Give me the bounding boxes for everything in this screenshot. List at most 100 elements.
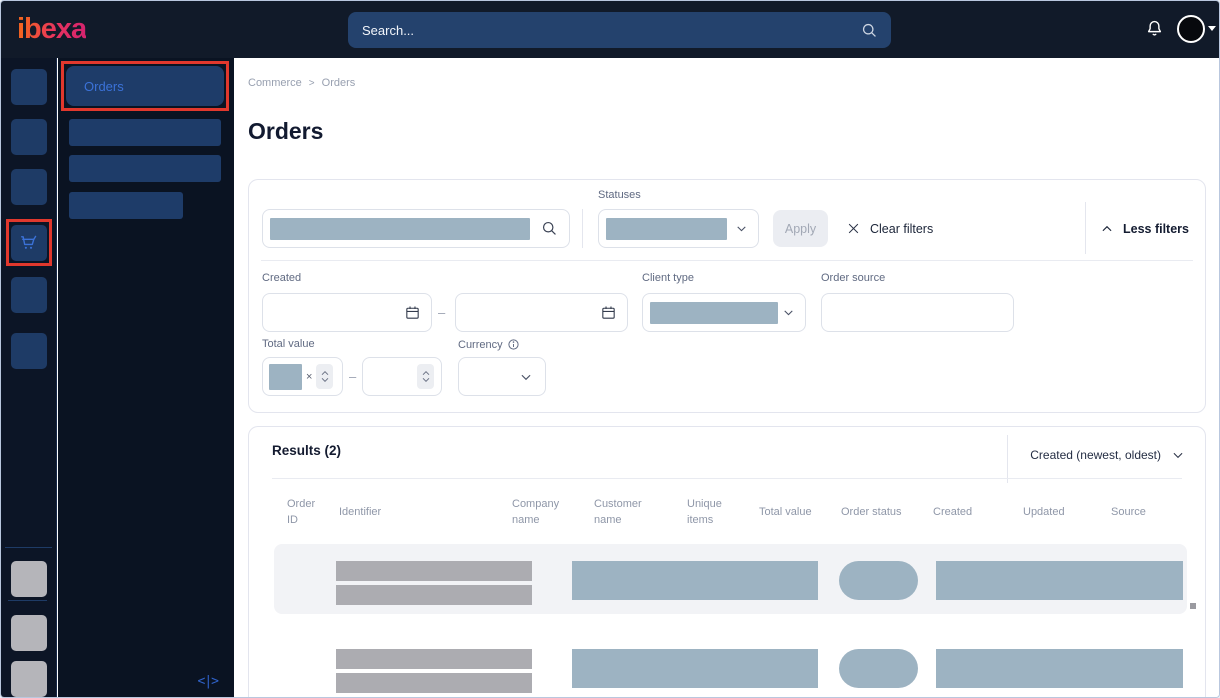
created-to-input[interactable] [455,293,628,332]
total-value-max-input[interactable] [362,357,442,396]
identifier-placeholder [336,561,532,581]
col-source: Source [1111,506,1146,519]
identifier-placeholder [336,649,532,669]
filter-search-field[interactable] [262,209,570,248]
bottom-icon-placeholder-2[interactable] [11,615,47,651]
commerce-cart-icon[interactable] [11,225,47,261]
total-value-min-input[interactable]: × [262,357,343,396]
nav-icon-placeholder-4[interactable] [11,277,47,313]
notifications-bell-icon[interactable] [1144,18,1165,40]
col-total-value: Total value [759,506,812,519]
clear-value-icon[interactable]: × [306,370,313,383]
sort-dropdown[interactable]: Created (newest, oldest) [1030,440,1185,470]
breadcrumb-separator: > [308,77,315,89]
statuses-dropdown[interactable] [598,209,759,248]
menu-item-placeholder-3[interactable] [69,192,183,219]
results-header-divider [272,478,1182,479]
bottom-icon-placeholder-1[interactable] [11,561,47,597]
user-avatar[interactable] [1177,15,1205,43]
annotation-box-orders: Orders [61,61,229,111]
global-search-input[interactable] [348,22,861,38]
less-filters-button[interactable]: Less filters [1100,210,1189,247]
dates-placeholder [936,561,1183,600]
total-value-label: Total value [262,338,315,350]
statuses-value-placeholder [606,217,727,240]
less-filters-label: Less filters [1122,221,1189,236]
global-search[interactable] [348,12,891,48]
order-status-badge [839,561,918,600]
main-content: Commerce > Orders Orders Statuses [234,58,1219,697]
nav-icon-placeholder-3[interactable] [11,169,47,205]
top-bar: ibexa [1,1,1219,58]
currency-dropdown[interactable] [458,357,546,396]
identifier-placeholder [336,585,532,605]
col-company-name: Company name [512,498,560,526]
breadcrumb: Commerce > Orders [248,77,355,89]
section-menu: Orders <|> [58,58,234,697]
results-divider [1007,435,1008,483]
breadcrumb-commerce[interactable]: Commerce [248,77,302,89]
value-range-dash: – [349,369,357,384]
breadcrumb-orders: Orders [321,77,356,89]
order-source-field[interactable] [822,294,1013,331]
col-created: Created [933,506,973,519]
info-icon [507,338,520,351]
order-source-label: Order source [821,272,886,284]
clear-filters-label: Clear filters [870,221,934,236]
client-type-dropdown[interactable] [642,293,806,332]
nav-icon-placeholder-1[interactable] [11,69,47,105]
calendar-icon [404,304,421,321]
page-title: Orders [248,118,324,144]
number-stepper[interactable] [316,364,334,389]
menu-item-orders[interactable]: Orders [66,66,224,106]
dates-placeholder [936,649,1183,688]
col-customer-name: Customer name [594,498,642,526]
clear-filters-button[interactable]: Clear filters [846,210,933,247]
scroll-handle [1190,603,1196,609]
filters-panel: Statuses Apply Clear filters Less filter [248,179,1206,413]
created-from-field[interactable] [263,294,404,331]
identifier-placeholder [336,673,532,693]
sort-selected-label: Created (newest, oldest) [1030,448,1161,462]
order-status-badge [839,649,918,688]
menu-item-placeholder-2[interactable] [69,155,221,182]
rail-divider [5,547,52,548]
col-order-status: Order status [841,506,902,519]
chevron-down-icon [519,370,533,384]
table-row[interactable] [274,632,1187,697]
search-icon [541,220,558,237]
chevron-down-icon [735,222,748,235]
filters-row-divider [261,260,1193,261]
chevron-down-icon [782,306,795,319]
order-source-input[interactable] [821,293,1014,332]
chevron-down-icon [1171,448,1185,462]
col-order-id: Order ID [287,498,316,526]
annotation-box-cart [6,219,52,266]
calendar-icon [600,304,617,321]
customer-placeholder [572,649,818,688]
nav-icon-placeholder-2[interactable] [11,119,47,155]
created-label: Created [262,272,302,284]
menu-item-placeholder-1[interactable] [69,119,221,146]
created-to-field[interactable] [456,294,600,331]
col-updated: Updated [1023,506,1065,519]
icon-rail [1,58,57,697]
user-menu-caret-icon[interactable] [1208,26,1216,31]
col-identifier: Identifier [339,506,382,519]
number-stepper[interactable] [417,364,434,389]
filter-divider-2 [1085,202,1086,254]
currency-label: Currency [458,338,520,351]
nav-icon-placeholder-5[interactable] [11,333,47,369]
bottom-icon-placeholder-3[interactable] [11,661,47,697]
client-type-value-placeholder [650,301,778,324]
rail-divider-2 [8,600,47,601]
apply-button[interactable]: Apply [773,210,828,247]
total-value-placeholder [269,363,302,390]
filter-divider [582,209,583,248]
collapse-sidebar-icon[interactable]: <|> [197,674,220,689]
date-range-dash: – [438,305,446,320]
table-row[interactable] [274,544,1187,614]
created-from-input[interactable] [262,293,432,332]
ibexa-logo: ibexa [17,13,87,45]
